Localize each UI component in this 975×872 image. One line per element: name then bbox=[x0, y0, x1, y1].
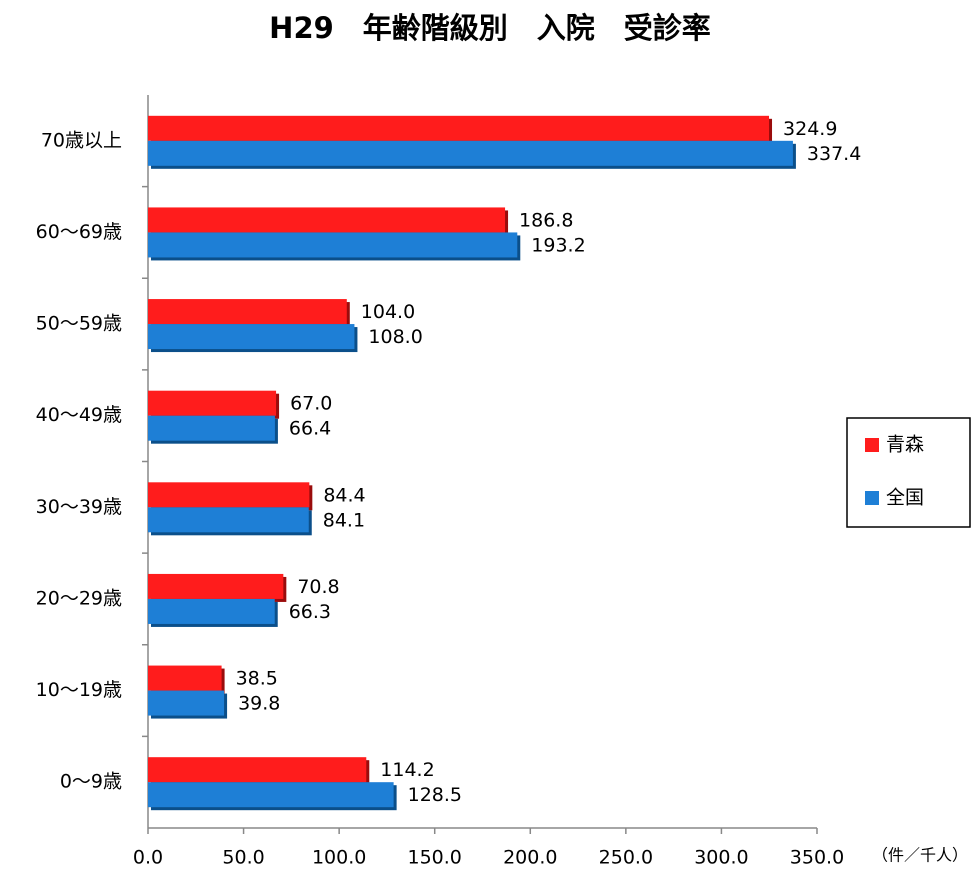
bar bbox=[148, 598, 275, 624]
value-label: 67.0 bbox=[290, 393, 332, 415]
bar bbox=[148, 757, 367, 783]
y-tick-label: 40〜49歳 bbox=[36, 404, 122, 426]
bar bbox=[148, 507, 309, 533]
x-tick-label: 300.0 bbox=[694, 847, 748, 869]
legend-label: 青森 bbox=[886, 434, 924, 456]
bar bbox=[148, 140, 793, 166]
bar bbox=[148, 232, 518, 258]
bar bbox=[148, 573, 284, 599]
bar bbox=[148, 665, 222, 691]
y-tick-label: 70歳以上 bbox=[41, 129, 122, 151]
y-tick-label: 10〜19歳 bbox=[36, 679, 122, 701]
value-label: 39.8 bbox=[238, 693, 280, 715]
value-label: 114.2 bbox=[380, 759, 434, 781]
value-label: 186.8 bbox=[519, 209, 573, 231]
value-label: 193.2 bbox=[531, 234, 585, 256]
x-tick-label: 0.0 bbox=[133, 847, 163, 869]
chart-title: H29 年齢階級別 入院 受診率 bbox=[269, 11, 711, 45]
bar bbox=[148, 115, 770, 141]
bar bbox=[148, 415, 275, 441]
x-tick-label: 50.0 bbox=[222, 847, 264, 869]
value-label: 337.4 bbox=[807, 143, 861, 165]
value-label: 104.0 bbox=[361, 301, 415, 323]
bar bbox=[148, 782, 394, 808]
x-tick-label: 350.0 bbox=[790, 847, 844, 869]
y-tick-label: 60〜69歳 bbox=[36, 221, 122, 243]
y-tick-label: 50〜59歳 bbox=[36, 313, 122, 335]
value-label: 108.0 bbox=[368, 326, 422, 348]
value-label: 38.5 bbox=[236, 668, 278, 690]
bar bbox=[148, 690, 225, 716]
bar bbox=[148, 207, 506, 233]
x-tick-label: 250.0 bbox=[599, 847, 653, 869]
bar bbox=[148, 299, 347, 325]
y-tick-label: 20〜29歳 bbox=[36, 587, 122, 609]
bar bbox=[148, 482, 310, 508]
value-label: 70.8 bbox=[297, 576, 339, 598]
y-tick-label: 30〜39歳 bbox=[36, 496, 122, 518]
legend-swatch bbox=[865, 438, 879, 452]
x-tick-label: 200.0 bbox=[503, 847, 557, 869]
value-label: 84.4 bbox=[323, 484, 365, 506]
value-label: 66.3 bbox=[289, 601, 331, 623]
x-tick-label: 100.0 bbox=[312, 847, 366, 869]
value-label: 128.5 bbox=[408, 784, 462, 806]
value-label: 324.9 bbox=[783, 118, 837, 140]
bar bbox=[148, 324, 355, 350]
bar bbox=[148, 390, 277, 416]
x-unit: （件／千人） bbox=[872, 846, 968, 865]
legend-swatch bbox=[865, 491, 879, 505]
legend-box bbox=[846, 417, 971, 528]
value-label: 84.1 bbox=[323, 509, 365, 531]
value-label: 66.4 bbox=[289, 418, 331, 440]
y-tick-label: 0〜9歳 bbox=[60, 771, 122, 793]
legend-label: 全国 bbox=[886, 487, 924, 509]
x-tick-label: 150.0 bbox=[408, 847, 462, 869]
